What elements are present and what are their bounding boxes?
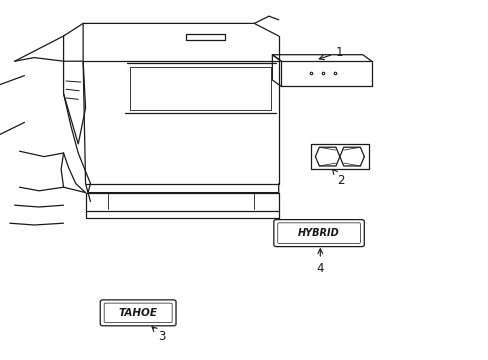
Text: 4: 4 [316,249,324,275]
Text: 3: 3 [152,327,166,343]
FancyBboxPatch shape [100,300,176,326]
Text: 2: 2 [332,169,345,186]
Text: 1: 1 [319,46,343,60]
Text: HYBRID: HYBRID [298,228,339,238]
Text: TAHOE: TAHOE [119,308,157,318]
FancyBboxPatch shape [273,220,364,247]
